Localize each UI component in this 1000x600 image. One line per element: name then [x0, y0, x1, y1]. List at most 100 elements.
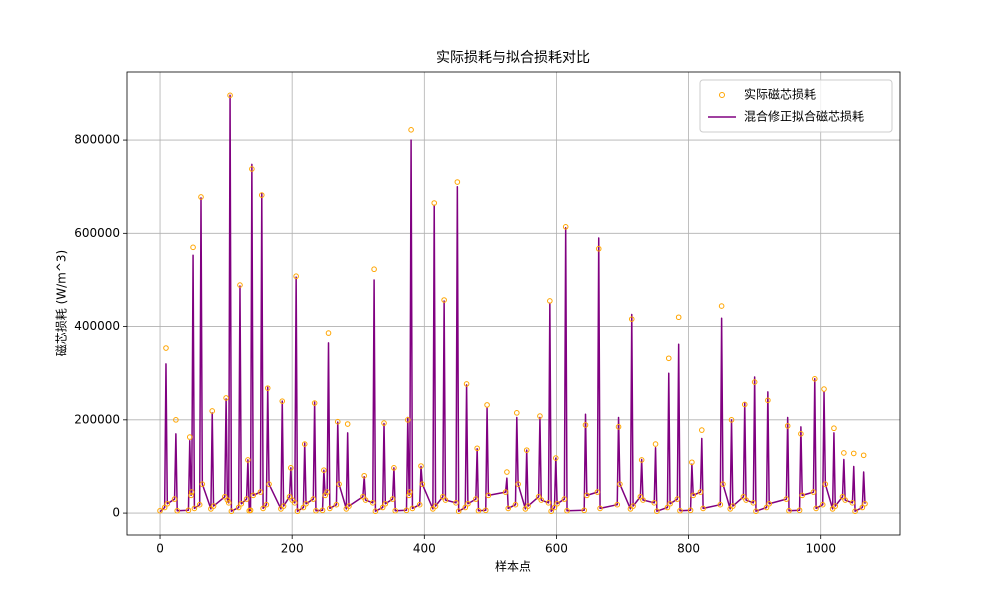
data-point: [819, 501, 826, 508]
data-point: [839, 493, 846, 500]
plot-area: 0 200 400 600 800 1000 0 200000 400000 600000 8000…: [74, 71, 901, 556]
data-point: [303, 500, 309, 507]
data-point: [313, 507, 319, 514]
data-point: [617, 481, 623, 487]
data-point: [311, 400, 318, 406]
x-tick-label: 1000: [805, 542, 836, 556]
data-point: [227, 92, 233, 99]
data-point: [264, 385, 271, 391]
data-point: [675, 314, 682, 321]
data-point: [783, 496, 790, 502]
data-point: [382, 500, 389, 507]
data-point: [537, 413, 543, 419]
data-point: [728, 417, 735, 423]
data-point: [419, 481, 426, 487]
data-point: [551, 504, 558, 511]
data-point: [730, 503, 736, 509]
data-point: [514, 410, 520, 416]
data-point: [161, 504, 168, 511]
legend-label: 混合修正拟合磁芯损耗: [744, 109, 864, 124]
fit-line: [159, 94, 866, 513]
data-point: [418, 463, 424, 469]
data-point: [301, 441, 308, 447]
legend-box: [699, 79, 893, 133]
x-tick-label: 200: [281, 542, 304, 556]
data-point: [360, 493, 366, 500]
data-point: [813, 505, 819, 512]
data-point: [199, 481, 206, 487]
data-point: [440, 493, 446, 500]
data-point: [300, 504, 307, 511]
data-point: [651, 500, 658, 506]
data-point: [238, 500, 245, 507]
data-point: [720, 481, 726, 487]
data-point: [225, 500, 232, 506]
data-point: [717, 501, 724, 508]
data-point: [862, 500, 868, 507]
x-axis-label: 样本点: [495, 559, 531, 574]
data-point: [164, 500, 171, 507]
data-point: [223, 395, 229, 401]
data-point: [441, 297, 447, 303]
data-point: [431, 200, 438, 206]
data-point: [664, 504, 671, 511]
data-point: [597, 505, 603, 512]
data-point: [221, 493, 228, 500]
data-point: [849, 500, 856, 506]
data-point: [257, 489, 264, 495]
data-point: [157, 507, 163, 514]
data-point: [237, 282, 243, 288]
data-point: [235, 504, 242, 511]
data-point: [504, 469, 510, 475]
data-point: [831, 425, 837, 432]
data-point: [545, 500, 552, 506]
data-point: [765, 397, 771, 404]
data-point: [191, 505, 198, 512]
data-point: [324, 489, 330, 495]
data-point: [245, 457, 251, 463]
data-point: [266, 481, 272, 487]
data-point: [336, 481, 342, 487]
data-point: [750, 500, 757, 506]
data-point: [293, 273, 299, 280]
data-point: [209, 408, 216, 414]
data-point: [362, 497, 369, 503]
data-point: [473, 496, 479, 502]
data-point: [465, 500, 471, 507]
data-point: [292, 500, 298, 506]
data-point: [582, 422, 589, 428]
y-tick-label: 200000: [74, 412, 120, 426]
data-point: [822, 481, 829, 487]
data-point: [515, 481, 521, 487]
data-point: [249, 166, 255, 172]
data-point: [718, 303, 725, 309]
data-point: [319, 507, 326, 514]
data-point: [361, 472, 367, 479]
data-point: [389, 496, 396, 502]
y-tick-label: 800000: [74, 133, 120, 147]
data-point: [371, 266, 377, 273]
data-point: [333, 501, 340, 508]
data-point: [454, 179, 461, 185]
data-point: [174, 507, 181, 514]
data-point: [689, 459, 695, 466]
data-point: [190, 244, 196, 251]
data-point: [547, 298, 553, 304]
data-point: [810, 489, 817, 495]
x-tick-label: 400: [413, 542, 436, 556]
data-point: [697, 489, 704, 495]
data-point: [615, 424, 622, 430]
data-point: [562, 223, 569, 230]
data-point: [250, 492, 256, 499]
data-point: [698, 427, 705, 433]
data-point: [186, 434, 193, 440]
data-point: [763, 504, 770, 511]
data-point: [860, 452, 867, 459]
data-point: [786, 507, 792, 514]
data-point: [475, 507, 482, 514]
data-point: [171, 496, 178, 502]
data-point: [554, 500, 560, 507]
data-point: [247, 507, 254, 514]
data-point: [432, 503, 439, 509]
